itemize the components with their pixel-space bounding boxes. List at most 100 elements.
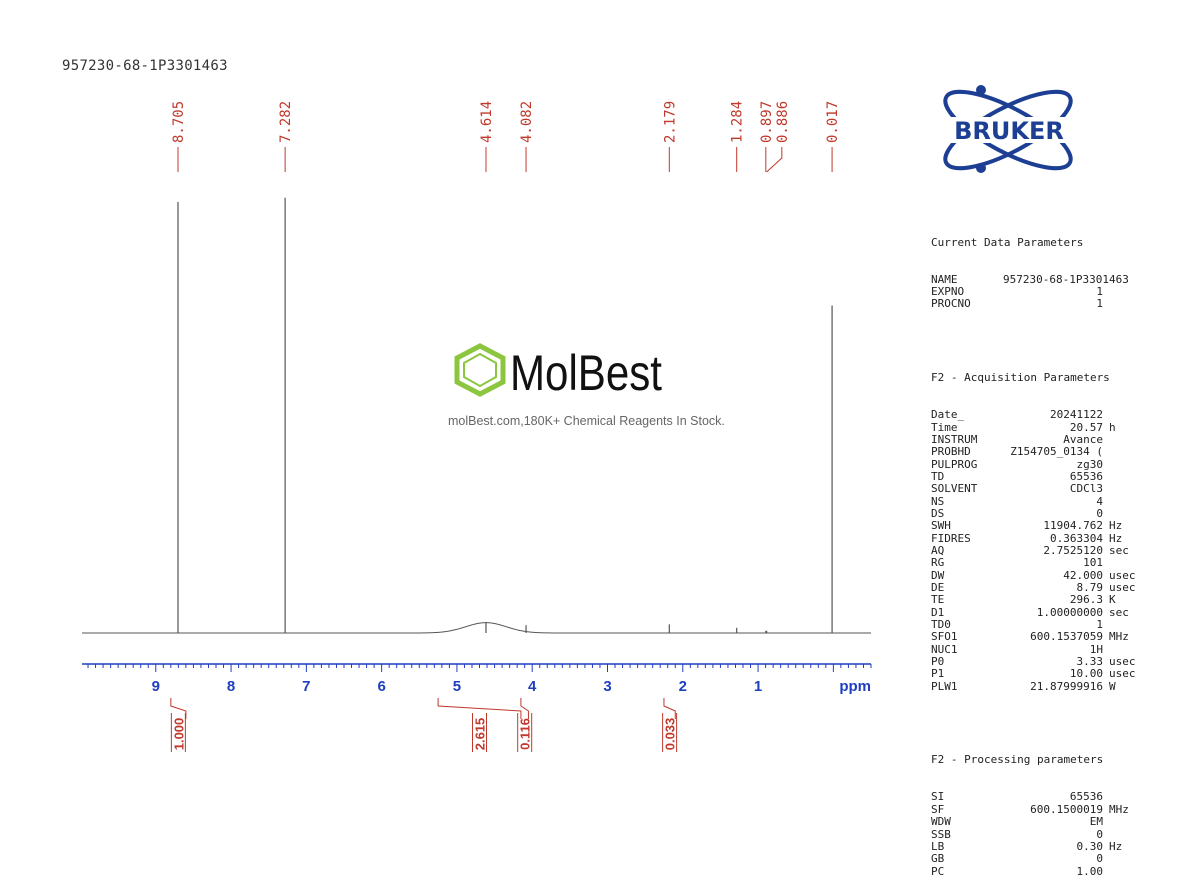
param-unit: usec — [1109, 667, 1136, 681]
param-row: P0 3.33 usec — [931, 655, 1146, 669]
param-row: PC 1.00 — [931, 864, 1146, 878]
param-key: SFO1 — [931, 630, 958, 644]
param-key: LB — [931, 839, 945, 853]
param-unit — [1103, 853, 1109, 865]
bruker-logo-text: BRUKER — [954, 117, 1064, 145]
param-row: PLW1 21.87999916 W — [931, 679, 1146, 693]
param-unit — [1103, 459, 1109, 471]
integral-value: 2.615 — [473, 718, 488, 751]
param-row: D1 1.00000000 sec — [931, 605, 1146, 619]
x-tick-label: 2 — [679, 678, 687, 695]
param-value: 21.87999916 — [1030, 679, 1103, 693]
param-unit: usec — [1109, 580, 1136, 594]
param-value: 0 — [1096, 852, 1103, 866]
integral-value: 1.000 — [171, 718, 186, 751]
param-unit: K — [1109, 593, 1116, 607]
param-key: PROBHD — [931, 445, 971, 459]
x-tick-label: 4 — [528, 678, 537, 695]
param-row: PROBHD Z154705_0134 ( — [931, 445, 1146, 459]
param-key: GB — [931, 852, 945, 866]
param-key: DW — [931, 568, 945, 582]
x-tick-label: 8 — [227, 678, 235, 695]
param-unit: sec — [1109, 605, 1129, 619]
param-row: TD0 1 — [931, 618, 1146, 631]
param-unit — [1103, 446, 1109, 458]
param-value: 11904.762 — [1043, 519, 1103, 533]
param-key: P1 — [931, 667, 945, 681]
x-tick-label: 5 — [453, 678, 461, 695]
param-row: SSB 0 — [931, 827, 1146, 841]
param-key: PLW1 — [931, 679, 958, 693]
param-unit: sec — [1109, 543, 1129, 557]
spectrum-baseline — [82, 622, 871, 634]
param-value: 1 — [1096, 285, 1103, 299]
integral-value: 0.116 — [518, 718, 533, 750]
param-key: SWH — [931, 519, 951, 533]
param-unit — [1103, 434, 1109, 446]
param-unit: usec — [1109, 568, 1136, 582]
param-row: PROCNO 1 — [931, 297, 1146, 311]
param-row: SFO1 600.1537059 MHz — [931, 630, 1146, 644]
param-value: 0.363304 — [1050, 531, 1103, 545]
param-value: 8.79 — [1076, 580, 1104, 594]
param-unit — [1103, 286, 1109, 298]
param-row: RG 101 — [931, 556, 1146, 569]
peak-label: 1.284 — [730, 101, 746, 143]
integral-bracket — [437, 698, 522, 719]
peak-label: 7.282 — [278, 101, 294, 143]
param-unit — [1103, 557, 1109, 569]
param-key: DS — [931, 506, 945, 520]
param-row: SF 600.1500019 MHz — [931, 802, 1146, 816]
param-row: NAME 957230-68-1P3301463 — [931, 273, 1146, 286]
param-key: Time — [931, 420, 958, 434]
param-key: PC — [931, 864, 945, 878]
watermark-caption: molBest.com,180K+ Chemical Reagents In S… — [448, 414, 725, 428]
integral-bracket — [520, 698, 529, 719]
sample-title: 957230-68-1P3301463 — [62, 58, 228, 74]
param-unit — [1103, 816, 1109, 828]
param-value: 2.7525120 — [1043, 543, 1103, 557]
acquisition-params-title: F2 - Acquisition Parameters — [931, 371, 1110, 385]
param-key: SF — [931, 802, 945, 816]
current-params-list: NAME 957230-68-1P3301463 EXPNO 1 PROCNO 1 — [931, 273, 1146, 311]
current-params-title: Current Data Parameters — [931, 235, 1084, 249]
param-value: 296.3 — [1069, 593, 1103, 607]
param-unit — [1103, 791, 1109, 803]
param-value: 1 — [1096, 618, 1103, 631]
param-row: INSTRUM Avance — [931, 433, 1146, 446]
param-key: PROCNO — [931, 297, 971, 311]
param-row: FIDRES 0.363304 Hz — [931, 531, 1146, 545]
param-unit — [1103, 298, 1109, 310]
param-value: CDCl3 — [1069, 482, 1103, 496]
param-value: 65536 — [1069, 790, 1103, 804]
param-unit — [1103, 866, 1109, 878]
param-value: 0.30 — [1076, 839, 1104, 853]
bruker-logo: BRUKER — [922, 84, 1097, 184]
param-key: SI — [931, 790, 945, 804]
param-value: 600.1500019 — [1030, 802, 1103, 816]
param-row: AQ 2.7525120 sec — [931, 543, 1146, 557]
param-unit: Hz — [1109, 519, 1123, 533]
param-key: P0 — [931, 655, 945, 669]
param-key: Date_ — [931, 408, 965, 422]
param-unit: usec — [1109, 655, 1136, 669]
nmr-spectrum-chart: 8.705 7.282 4.614 4.082 2.179 1.284 0.897 0.886… — [82, 101, 872, 752]
peak-label: 8.705 — [171, 101, 187, 143]
molbest-logo-text: MolBest — [510, 345, 662, 400]
param-key: SSB — [931, 827, 951, 841]
param-row: NS 4 — [931, 495, 1146, 508]
param-unit: Hz — [1109, 839, 1123, 853]
param-row: EXPNO 1 — [931, 285, 1146, 299]
peak-label: 4.082 — [519, 101, 535, 143]
param-value: 1 — [1096, 297, 1103, 311]
benzene-ring-icon — [454, 343, 506, 397]
integral-bracket — [663, 698, 676, 719]
param-value: 20.57 — [1069, 420, 1103, 434]
x-tick-label: 9 — [152, 678, 160, 695]
param-row: WDW EM — [931, 815, 1146, 828]
param-unit — [1103, 496, 1109, 508]
x-tick-label: 1 — [754, 678, 762, 695]
parameters-panel: Current Data Parameters NAME 957230-68-1P… — [931, 212, 1146, 890]
integral-bracket — [170, 698, 187, 719]
param-key: TE — [931, 593, 945, 607]
